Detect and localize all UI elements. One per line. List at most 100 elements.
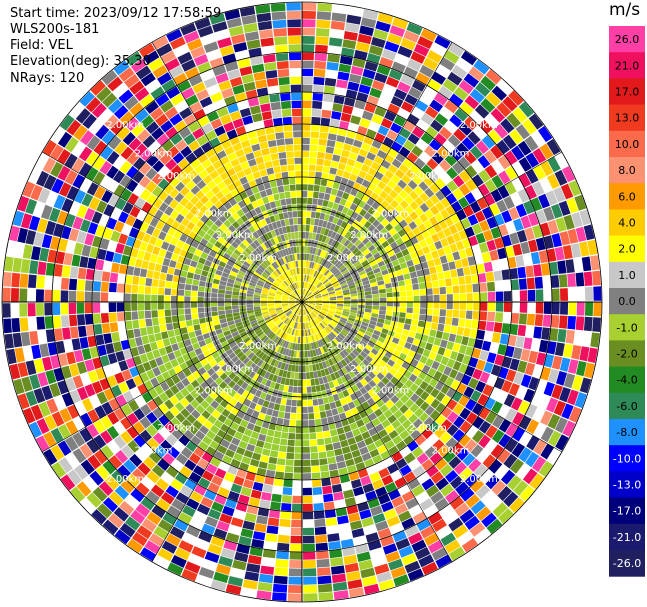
ray-gate (224, 472, 236, 483)
ray-gate (302, 302, 307, 307)
ray-gate (302, 210, 307, 218)
ray-gate (193, 273, 201, 281)
ray-gate (349, 73, 362, 84)
ray-gate (284, 309, 291, 314)
ray-gate (481, 512, 497, 528)
ray-gate (416, 518, 431, 532)
ray-gate (474, 104, 490, 119)
ray-gate (304, 315, 307, 323)
ray-gate (450, 148, 463, 161)
range-ring-label: 2.00km (409, 171, 447, 182)
ray-gate (210, 223, 219, 232)
ray-gate (209, 13, 226, 25)
ray-gate (191, 313, 199, 320)
ray-gate (146, 326, 154, 335)
ray-gate (443, 348, 452, 358)
ray-gate (406, 22, 423, 36)
ray-gate (547, 413, 561, 430)
ray-gate (294, 232, 299, 239)
ray-gate (342, 192, 350, 200)
ray-gate (355, 381, 364, 390)
ray-gate (283, 479, 293, 488)
ray-gate (350, 65, 364, 76)
ray-gate (315, 299, 323, 302)
ray-gate (167, 368, 177, 378)
ray-gate (475, 359, 486, 371)
ray-gate (223, 433, 234, 443)
ray-gate (384, 245, 393, 253)
ray-gate (338, 321, 346, 327)
ray-gate (142, 233, 152, 243)
ray-gate (440, 302, 447, 309)
ray-gate (103, 388, 115, 401)
ray-gate (345, 431, 354, 439)
ray-gate (533, 439, 547, 455)
ray-gate (133, 239, 142, 249)
ray-gate (316, 333, 321, 340)
ray-gate (155, 478, 170, 491)
ray-gate (329, 469, 339, 478)
ray-gate (418, 340, 427, 349)
ray-gate (411, 79, 426, 92)
ray-gate (347, 401, 356, 410)
ray-gate (281, 304, 289, 307)
ray-gate (360, 351, 368, 359)
ray-gate (140, 404, 152, 416)
ray-gate (219, 156, 230, 166)
ray-gate (337, 235, 344, 243)
ray-gate (307, 322, 311, 329)
ray-gate (134, 143, 148, 157)
ray-gate (88, 196, 101, 211)
ray-gate (217, 360, 226, 368)
ray-gate (272, 583, 288, 593)
ray-gate (185, 94, 199, 107)
ray-gate (411, 145, 424, 157)
ray-gate (293, 329, 297, 336)
ray-gate (441, 262, 450, 272)
ray-gate (342, 143, 353, 152)
ppi-data-rays (2, 2, 602, 602)
ray-gate (228, 380, 236, 389)
ray-gate (171, 295, 178, 302)
ray-gate (236, 468, 247, 479)
ray-gate (397, 275, 404, 282)
ray-gate (336, 169, 344, 177)
ray-gate (95, 259, 105, 271)
ray-gate (418, 554, 435, 568)
ray-gate (477, 155, 491, 169)
ray-gate (276, 308, 283, 312)
ray-gate (126, 473, 141, 488)
ray-gate (375, 20, 391, 33)
ray-gate (114, 485, 130, 500)
ray-gate (280, 100, 291, 110)
ray-gate (232, 212, 240, 221)
ray-gate (401, 517, 416, 530)
ray-gate (441, 395, 451, 406)
ray-gate (174, 328, 182, 336)
ray-gate (250, 387, 258, 395)
ray-gate (120, 430, 133, 444)
ray-gate (517, 324, 527, 337)
ray-gate (528, 113, 544, 130)
ray-gate (336, 293, 343, 297)
ray-gate (191, 240, 200, 249)
ray-gate (108, 312, 117, 323)
ray-gate (389, 218, 399, 228)
ray-gate (175, 139, 188, 152)
ray-gate (558, 200, 571, 216)
ray-gate (67, 469, 82, 486)
ray-gate (311, 262, 315, 269)
ray-gate (439, 309, 447, 317)
ray-gate (206, 446, 217, 456)
ray-gate (288, 52, 301, 61)
ray-gate (236, 351, 245, 359)
ray-gate (410, 325, 418, 332)
ray-gate (281, 273, 287, 280)
ray-gate (273, 193, 280, 201)
ray-gate (305, 232, 309, 239)
ray-gate (446, 358, 456, 369)
ray-gate (372, 385, 381, 394)
ray-gate (275, 53, 289, 62)
ray-gate (313, 309, 320, 314)
ray-gate (28, 215, 41, 231)
